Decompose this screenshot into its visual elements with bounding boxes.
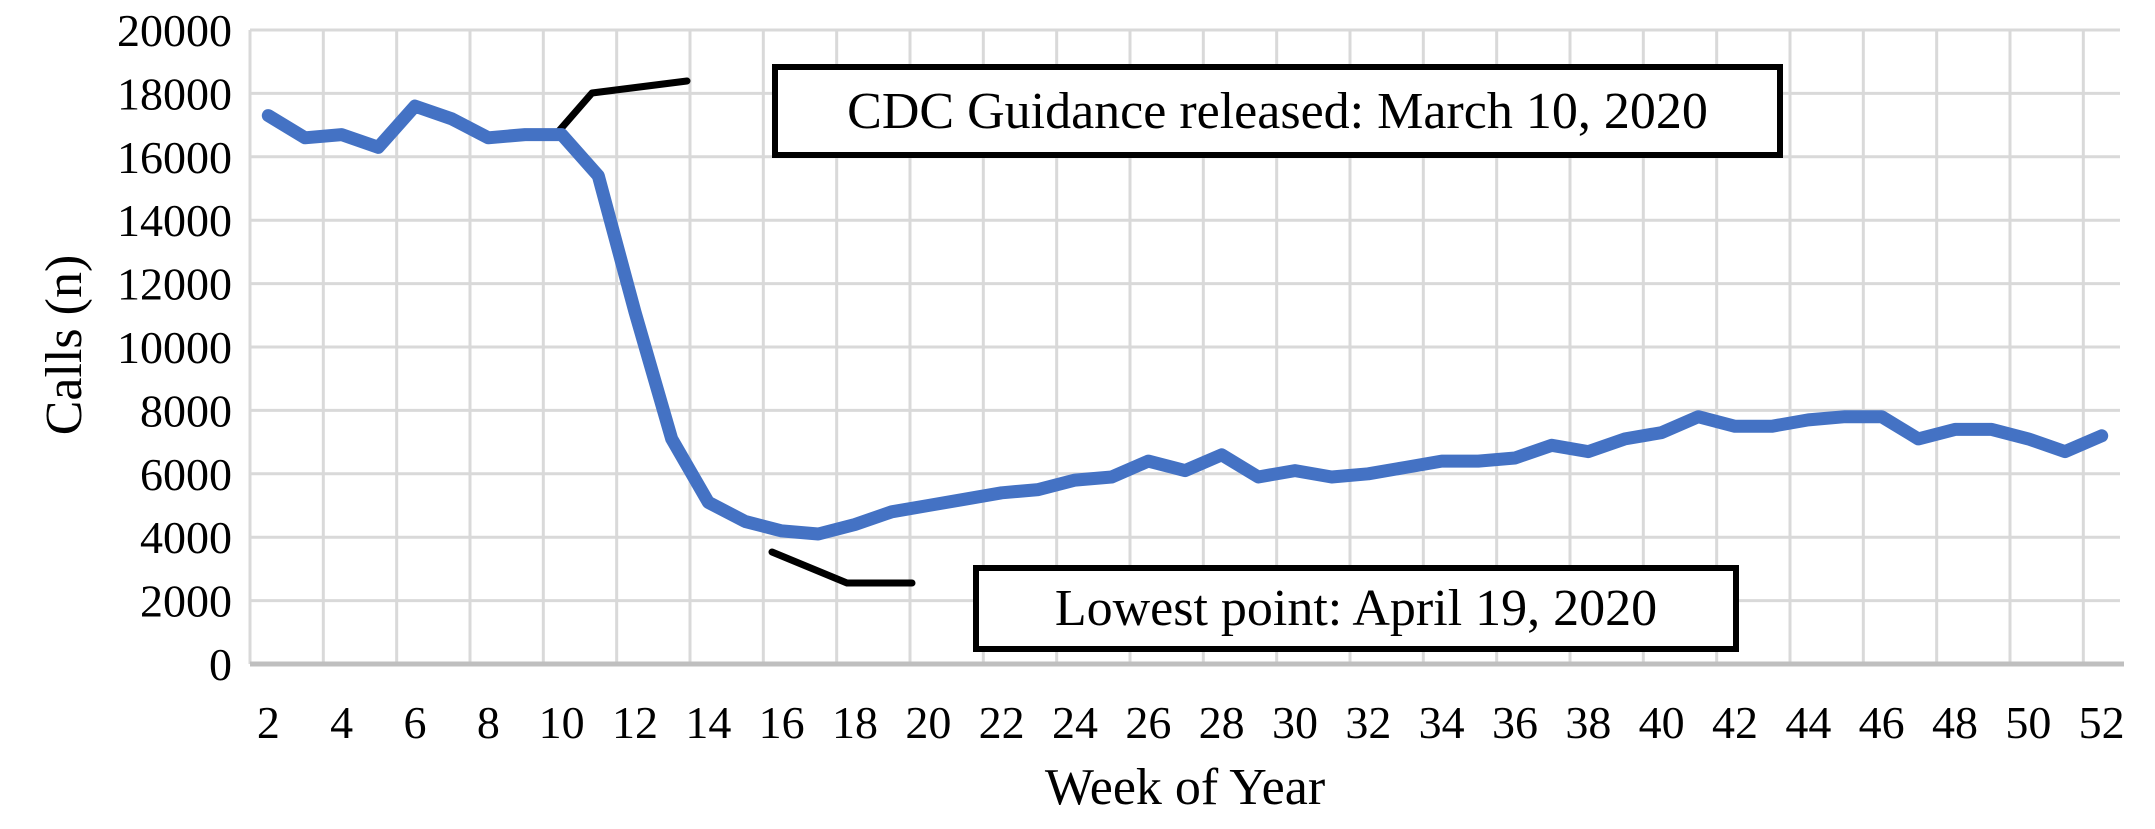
x-axis-title: Week of Year [1044, 759, 1326, 816]
annotation-cdc-guidance-text: CDC Guidance released: March 10, 2020 [847, 82, 1708, 140]
x-tick-label: 24 [1052, 697, 1098, 748]
y-tick-label: 4000 [140, 512, 232, 563]
y-tick-label: 10000 [117, 322, 232, 373]
x-tick-label: 44 [1785, 697, 1831, 748]
x-tick-label: 4 [330, 697, 353, 748]
y-tick-label: 20000 [117, 5, 232, 56]
y-tick-label: 0 [209, 639, 232, 690]
y-tick-label: 18000 [117, 68, 232, 119]
y-tick-label: 6000 [140, 449, 232, 500]
x-tick-label: 12 [612, 697, 658, 748]
x-tick-label: 32 [1345, 697, 1391, 748]
annotation-lowest-point-text: Lowest point: April 19, 2020 [1054, 580, 1658, 637]
calls-data-line [261, 99, 2109, 541]
leader-line-cdc-guidance [554, 77, 691, 136]
y-tick-label: 8000 [140, 385, 232, 436]
x-tick-label: 22 [979, 697, 1025, 748]
x-tick-label: 20 [905, 697, 951, 748]
x-tick-label: 16 [759, 697, 805, 748]
x-tick-label: 50 [2005, 697, 2051, 748]
x-tick-label: 40 [1639, 697, 1685, 748]
y-tick-label: 16000 [117, 132, 232, 183]
annotation-lowest-point: Lowest point: April 19, 2020 [973, 565, 1739, 652]
annotation-cdc-guidance: CDC Guidance released: March 10, 2020 [772, 64, 1783, 158]
x-tick-label: 8 [477, 697, 500, 748]
x-tick-label: 2 [257, 697, 280, 748]
y-tick-label: 12000 [117, 259, 232, 310]
y-tick-label: 14000 [117, 195, 232, 246]
y-tick-label: 2000 [140, 576, 232, 627]
leader-line-lowest-point [768, 548, 916, 587]
x-tick-label: 36 [1492, 697, 1538, 748]
x-tick-label: 26 [1125, 697, 1171, 748]
x-tick-label: 34 [1419, 697, 1465, 748]
x-tick-label: 42 [1712, 697, 1758, 748]
x-tick-label: 48 [1932, 697, 1978, 748]
x-tick-label: 10 [539, 697, 585, 748]
x-tick-label: 52 [2079, 697, 2125, 748]
x-tick-label: 30 [1272, 697, 1318, 748]
x-tick-label: 38 [1565, 697, 1611, 748]
x-tick-label: 18 [832, 697, 878, 748]
x-tick-label: 28 [1199, 697, 1245, 748]
x-tick-label: 46 [1859, 697, 1905, 748]
x-tick-label: 14 [685, 697, 731, 748]
x-tick-label: 6 [404, 697, 427, 748]
y-axis-title: Calls (n) [36, 254, 93, 436]
